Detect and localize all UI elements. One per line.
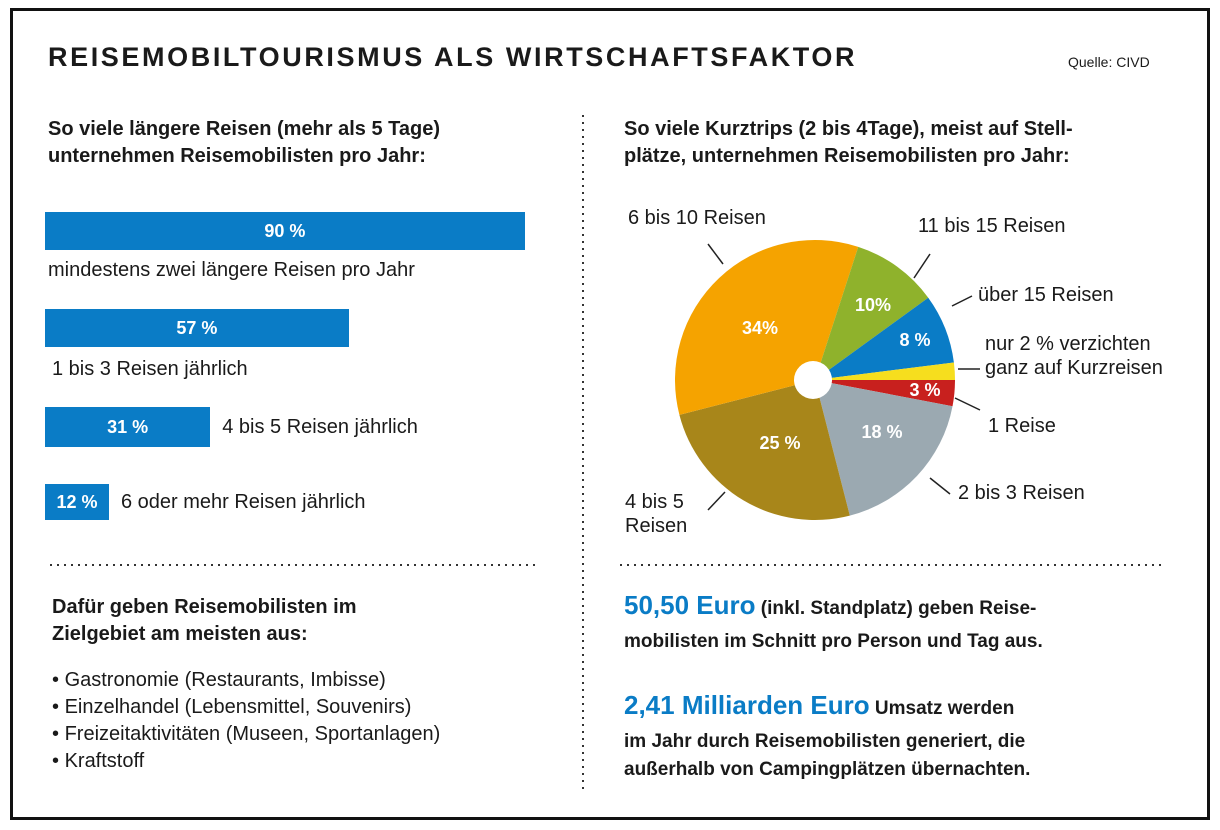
bar-value-label: 12 % — [56, 492, 98, 512]
leader-line — [929, 477, 951, 495]
pie-category-label: 4 bis 5 Reisen — [625, 491, 688, 537]
chart-subtitle: So viele Kurztrips (2 bis 4Tage), meist … — [624, 118, 1073, 140]
title: REISEMOBILTOURISMUS ALS WIRTSCHAFTSFAKTO… — [48, 42, 858, 72]
fact-line: 2,41 Milliarden Euro Umsatz werden — [624, 692, 1014, 722]
pie-value-label: 25 % — [759, 433, 800, 453]
fact-line: außerhalb von Campingplätzen übernachten… — [624, 756, 1030, 783]
pie-value-label: 18 % — [861, 422, 902, 442]
chart-subtitle: unternehmen Reisemobilisten pro Jahr: — [48, 145, 426, 167]
fact-text: im Jahr durch Reisemobilisten generiert,… — [624, 731, 1026, 752]
list-item: • Freizeitaktivitäten (Museen, Sportanla… — [52, 722, 440, 746]
pie-category-label: nur 2 % verzichten ganz auf Kurzreisen — [985, 333, 1163, 379]
pie-category-label: 2 bis 3 Reisen — [958, 482, 1085, 504]
leader-line — [707, 491, 726, 511]
bar-category-label: 6 oder mehr Reisen jährlich — [120, 491, 366, 513]
chart-subtitle: plätze, unternehmen Reisemobilisten pro … — [624, 145, 1070, 167]
fact-text: mobilisten im Schnitt pro Person und Tag… — [624, 631, 1043, 652]
fact-line: 50,50 Euro (inkl. Standplatz) geben Reis… — [624, 592, 1036, 622]
source: Quelle: CIVD — [1068, 54, 1150, 70]
leader-line — [954, 397, 981, 411]
section-title: Zielgebiet am meisten aus: — [52, 623, 308, 645]
bullet: • — [52, 669, 65, 691]
pie-hole — [794, 361, 832, 399]
pie-slice — [815, 362, 955, 380]
fact-text: außerhalb von Campingplätzen übernachten… — [624, 759, 1031, 780]
bar: 31 % — [45, 407, 211, 447]
section-title: Dafür geben Reisemobilisten im — [52, 596, 357, 618]
pie-value-label: 10% — [855, 295, 891, 315]
pie-category-label: 11 bis 15 Reisen — [918, 215, 1066, 237]
leader-line — [707, 243, 724, 265]
fact-line: mobilisten im Schnitt pro Person und Tag… — [624, 628, 1043, 655]
list-item: • Einzelhandel (Lebensmittel, Souvenirs) — [52, 695, 411, 719]
bar-value-label: 90 % — [264, 221, 306, 241]
pie-value-label: 34% — [742, 318, 778, 338]
bar: 90 % — [45, 212, 525, 250]
item-text: Freizeitaktivitäten (Museen, Sportanlage… — [64, 723, 441, 745]
fact-highlight: 50,50 Euro — [624, 590, 756, 620]
pie-value-label: 3 % — [909, 380, 940, 400]
pie-category-label: 1 Reise — [988, 415, 1056, 437]
bar-value-label: 31 % — [107, 417, 149, 437]
pie-slice — [815, 297, 954, 380]
bar-value-label: 57 % — [176, 318, 218, 338]
pie-slice — [679, 380, 850, 520]
leader-line — [913, 253, 931, 279]
pie-slice — [815, 380, 953, 516]
pie-slice — [815, 246, 929, 380]
pie-category-label: über 15 Reisen — [978, 284, 1114, 306]
bullet: • — [52, 723, 65, 745]
item-text: Einzelhandel (Lebensmittel, Souvenirs) — [64, 696, 412, 718]
item-text: Kraftstoff — [64, 750, 145, 772]
pie-category-label: 6 bis 10 Reisen — [628, 207, 766, 229]
bar-category-label: 4 bis 5 Reisen jährlich — [222, 416, 418, 438]
bar-category-label: mindestens zwei längere Reisen pro Jahr — [48, 259, 415, 281]
list-item: • Kraftstoff — [52, 749, 144, 773]
leader-line — [951, 295, 973, 307]
item-text: Gastronomie (Restaurants, Imbisse) — [64, 669, 386, 691]
fact-line: im Jahr durch Reisemobilisten generiert,… — [624, 728, 1025, 755]
bar: 57 % — [45, 309, 349, 347]
chart-subtitle: So viele längere Reisen (mehr als 5 Tage… — [48, 118, 441, 140]
bar-category-label: 1 bis 3 Reisen jährlich — [52, 358, 248, 380]
bullet: • — [52, 696, 65, 718]
fact-highlight: 2,41 Milliarden Euro — [624, 690, 870, 720]
pie-slice — [815, 380, 955, 407]
pie-value-label: 8 % — [899, 330, 930, 350]
fact-text: Umsatz werden — [874, 698, 1015, 719]
fact-text: (inkl. Standplatz) geben Reise- — [760, 598, 1037, 619]
bar: 12 % — [45, 484, 109, 520]
list-item: • Gastronomie (Restaurants, Imbisse) — [52, 668, 386, 692]
frame — [10, 8, 1210, 820]
bullet: • — [52, 750, 65, 772]
